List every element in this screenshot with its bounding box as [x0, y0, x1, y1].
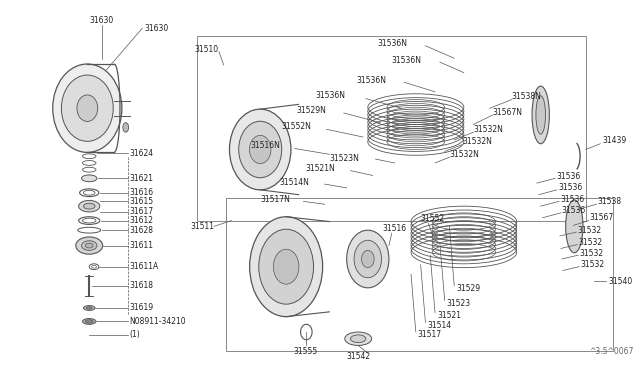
Text: 31552: 31552: [420, 214, 445, 223]
Ellipse shape: [81, 241, 97, 250]
Ellipse shape: [83, 305, 95, 310]
Text: 31536N: 31536N: [315, 91, 345, 100]
Text: 31532N: 31532N: [462, 137, 492, 146]
Text: N08911-34210: N08911-34210: [129, 317, 186, 326]
Ellipse shape: [532, 86, 549, 144]
Text: 31567: 31567: [589, 213, 614, 222]
Ellipse shape: [259, 229, 314, 304]
Ellipse shape: [79, 201, 100, 212]
Text: 31536: 31536: [562, 206, 586, 215]
Ellipse shape: [52, 64, 122, 153]
Ellipse shape: [85, 243, 93, 248]
Text: 31567N: 31567N: [493, 108, 523, 116]
Text: ^3.5^0067: ^3.5^0067: [589, 347, 633, 356]
Text: 31511: 31511: [190, 222, 214, 231]
Ellipse shape: [81, 175, 97, 182]
Text: 31532: 31532: [577, 226, 602, 235]
Text: 31536N: 31536N: [378, 39, 408, 48]
Ellipse shape: [123, 123, 129, 132]
Text: 31532: 31532: [580, 260, 604, 269]
Text: 31630: 31630: [144, 24, 168, 33]
Text: 31538N: 31538N: [512, 92, 541, 101]
Ellipse shape: [61, 75, 113, 141]
Text: 31536: 31536: [556, 172, 580, 181]
Text: 31521N: 31521N: [305, 164, 335, 173]
Text: 31618: 31618: [129, 281, 154, 291]
Text: 31538: 31538: [597, 197, 621, 206]
Ellipse shape: [250, 217, 323, 317]
Ellipse shape: [85, 320, 93, 323]
Text: (1): (1): [129, 330, 140, 339]
Text: 31628: 31628: [129, 226, 154, 235]
Ellipse shape: [239, 121, 282, 178]
Ellipse shape: [230, 109, 291, 190]
Text: 31529N: 31529N: [297, 106, 326, 115]
Text: 31517: 31517: [418, 330, 442, 339]
Text: 31439: 31439: [602, 137, 627, 145]
Text: 31523N: 31523N: [330, 154, 359, 163]
Text: 31523: 31523: [447, 299, 470, 308]
Text: 31517N: 31517N: [260, 195, 290, 204]
Ellipse shape: [76, 237, 102, 254]
Text: 31532: 31532: [578, 238, 602, 247]
Text: 31516: 31516: [382, 224, 406, 233]
Text: 31615: 31615: [129, 197, 154, 206]
Text: 31624: 31624: [129, 149, 154, 158]
Text: 31611A: 31611A: [129, 262, 159, 271]
Ellipse shape: [83, 203, 95, 209]
Text: 31552N: 31552N: [282, 122, 311, 131]
Text: 31516N: 31516N: [251, 141, 280, 150]
Text: 31532N: 31532N: [474, 125, 503, 134]
Ellipse shape: [273, 249, 299, 284]
Text: 31536: 31536: [558, 183, 582, 192]
Ellipse shape: [354, 240, 381, 278]
Text: 31542: 31542: [346, 353, 371, 362]
Ellipse shape: [345, 332, 372, 346]
Text: 31536: 31536: [560, 195, 584, 204]
Text: 31621: 31621: [129, 174, 154, 183]
Ellipse shape: [86, 307, 92, 309]
Text: 31617: 31617: [129, 208, 154, 217]
Text: 31611: 31611: [129, 241, 154, 250]
Text: 31612: 31612: [129, 216, 154, 225]
Text: 31536N: 31536N: [392, 56, 422, 65]
Ellipse shape: [536, 96, 545, 134]
Ellipse shape: [83, 318, 96, 324]
Text: 31514N: 31514N: [280, 178, 309, 187]
Text: 31532: 31532: [579, 249, 604, 258]
Text: 31532N: 31532N: [449, 150, 479, 159]
Text: 31555: 31555: [294, 347, 318, 356]
Text: 31630: 31630: [90, 16, 114, 25]
Text: 31514: 31514: [428, 321, 451, 330]
Ellipse shape: [362, 250, 374, 267]
Ellipse shape: [566, 200, 583, 253]
Text: 31619: 31619: [129, 304, 154, 312]
Ellipse shape: [351, 335, 366, 343]
Text: 31536N: 31536N: [356, 76, 387, 85]
Ellipse shape: [77, 95, 98, 121]
Text: 31521: 31521: [437, 311, 461, 320]
Text: 31616: 31616: [129, 188, 154, 197]
Text: 31529: 31529: [456, 284, 480, 293]
Ellipse shape: [347, 230, 389, 288]
Text: 31510: 31510: [195, 45, 219, 54]
Text: 31540: 31540: [608, 277, 632, 286]
Ellipse shape: [250, 135, 271, 164]
